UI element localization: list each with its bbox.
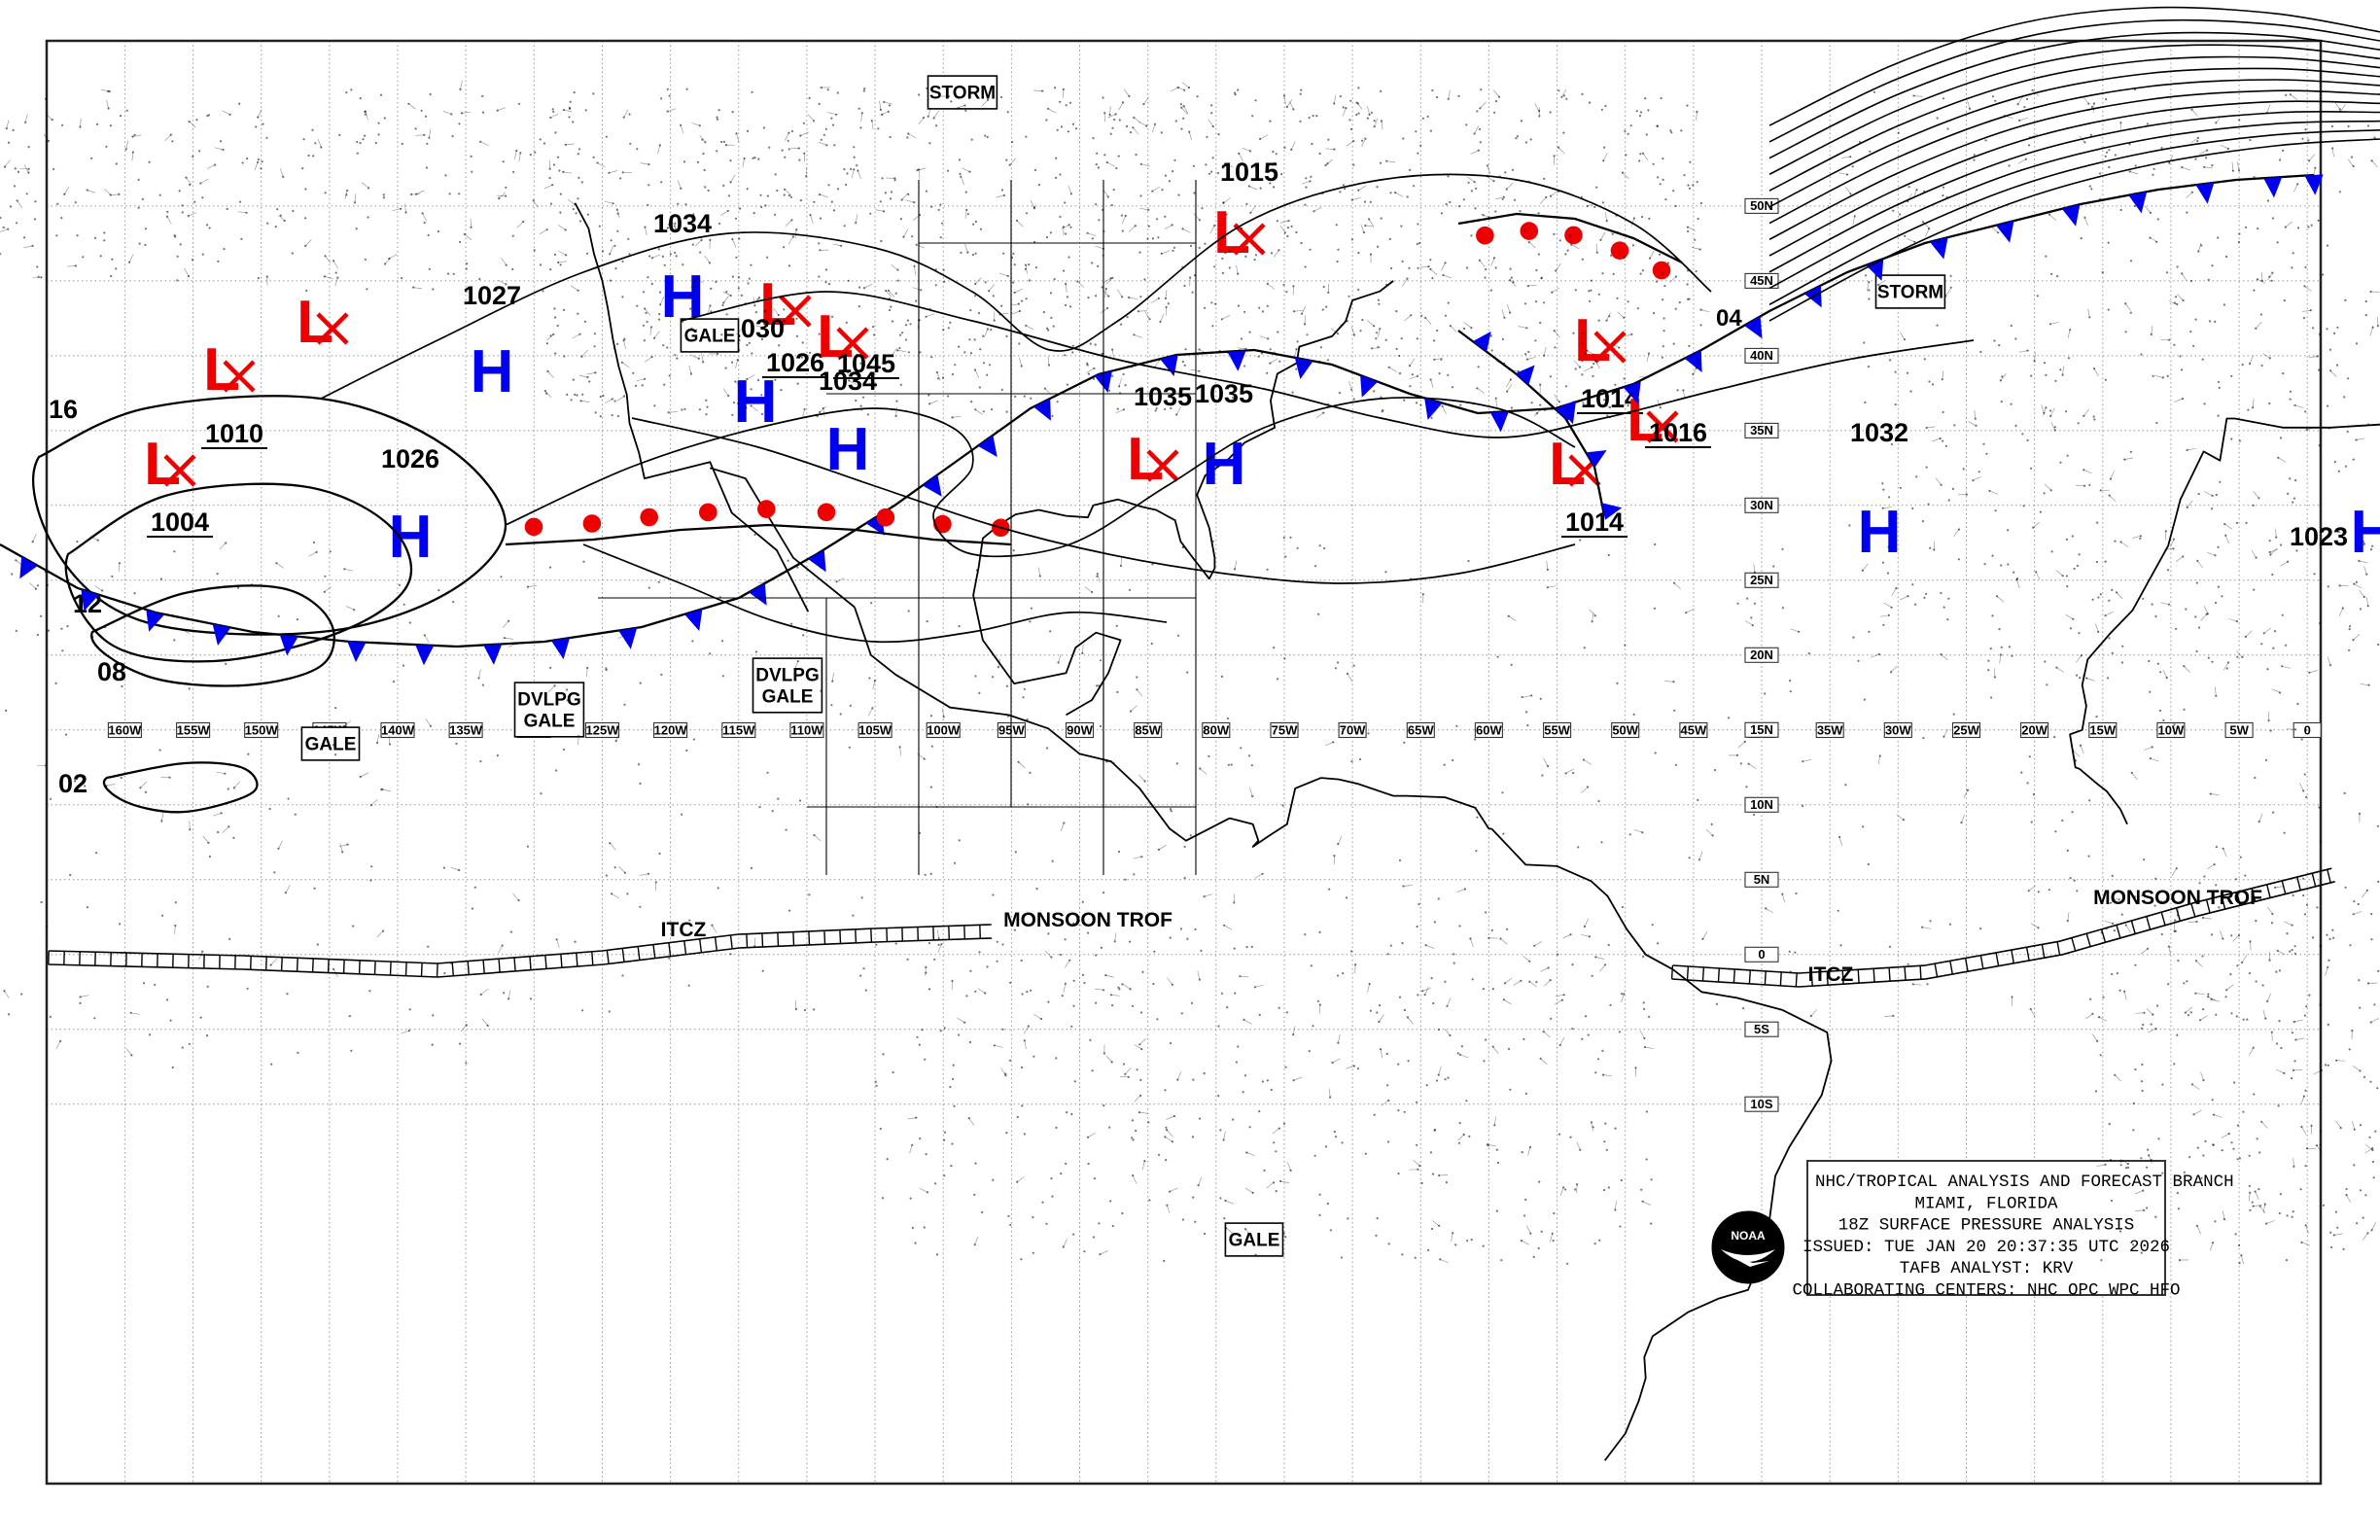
svg-text:MONSOON TROF: MONSOON TROF <box>1003 909 1172 931</box>
svg-text:55W: 55W <box>1544 722 1570 737</box>
svg-text:1026: 1026 <box>381 444 439 473</box>
svg-text:COLLABORATING CENTERS: NHC OPC: COLLABORATING CENTERS: NHC OPC WPC HFO <box>1792 1281 2180 1301</box>
svg-text:120W: 120W <box>654 722 688 737</box>
svg-text:10W: 10W <box>2158 722 2185 737</box>
svg-text:02: 02 <box>58 769 88 798</box>
svg-text:18Z SURFACE PRESSURE ANALYSIS: 18Z SURFACE PRESSURE ANALYSIS <box>1838 1216 2135 1236</box>
svg-text:115W: 115W <box>722 722 755 737</box>
svg-text:1004: 1004 <box>151 508 209 537</box>
svg-text:80W: 80W <box>1203 722 1229 737</box>
svg-text:65W: 65W <box>1408 722 1434 737</box>
svg-text:100W: 100W <box>927 722 961 737</box>
svg-text:95W: 95W <box>998 722 1025 737</box>
svg-text:20W: 20W <box>2021 722 2048 737</box>
svg-text:160W: 160W <box>108 722 142 737</box>
svg-text:60W: 60W <box>1476 722 1502 737</box>
svg-text:5S: 5S <box>1754 1022 1769 1036</box>
svg-text:20N: 20N <box>1750 648 1773 662</box>
svg-text:135W: 135W <box>449 722 483 737</box>
svg-text:1035: 1035 <box>1195 379 1253 408</box>
svg-text:40N: 40N <box>1750 348 1773 363</box>
svg-text:1032: 1032 <box>1850 418 1908 447</box>
svg-text:5N: 5N <box>1754 872 1770 887</box>
svg-text:70W: 70W <box>1340 722 1366 737</box>
svg-text:1034: 1034 <box>653 209 712 238</box>
svg-text:STORM: STORM <box>929 84 996 104</box>
svg-text:50W: 50W <box>1612 722 1638 737</box>
svg-text:16: 16 <box>49 395 78 424</box>
svg-text:35W: 35W <box>1817 722 1843 737</box>
svg-text:GALE: GALE <box>1229 1231 1280 1251</box>
svg-text:STORM: STORM <box>1877 283 1943 303</box>
svg-text:1034: 1034 <box>819 367 877 396</box>
svg-text:GALE: GALE <box>305 735 357 755</box>
svg-text:15W: 15W <box>2089 722 2116 737</box>
svg-text:15N: 15N <box>1750 722 1773 737</box>
svg-text:25W: 25W <box>1953 722 1979 737</box>
svg-text:30N: 30N <box>1750 498 1773 512</box>
svg-text:1027: 1027 <box>463 281 521 310</box>
svg-text:45W: 45W <box>1681 722 1707 737</box>
svg-text:H: H <box>471 338 514 405</box>
svg-text:ISSUED: TUE JAN 20 20:37:35 UT: ISSUED: TUE JAN 20 20:37:35 UTC 2026 <box>1802 1238 2170 1257</box>
svg-text:150W: 150W <box>245 722 279 737</box>
svg-text:NOAA: NOAA <box>1731 1229 1766 1242</box>
svg-text:25N: 25N <box>1750 573 1773 587</box>
svg-text:110W: 110W <box>790 722 823 737</box>
svg-text:H: H <box>1858 499 1902 566</box>
svg-text:GALE: GALE <box>524 712 576 732</box>
svg-text:ITCZ: ITCZ <box>661 919 707 941</box>
svg-text:1023: 1023 <box>2290 522 2348 551</box>
svg-text:TAFB ANALYST: KRV: TAFB ANALYST: KRV <box>1900 1259 2074 1278</box>
svg-text:NHC/TROPICAL ANALYSIS AND FORE: NHC/TROPICAL ANALYSIS AND FORECAST BRANC… <box>1815 1172 2234 1192</box>
svg-text:0: 0 <box>1758 947 1765 962</box>
svg-text:5W: 5W <box>2229 722 2249 737</box>
svg-text:10N: 10N <box>1750 797 1773 812</box>
svg-text:H: H <box>2351 499 2380 566</box>
svg-text:35N: 35N <box>1750 423 1773 438</box>
svg-text:90W: 90W <box>1067 722 1093 737</box>
svg-text:45N: 45N <box>1750 273 1773 288</box>
svg-text:155W: 155W <box>177 722 211 737</box>
svg-text:H: H <box>826 416 870 483</box>
svg-text:85W: 85W <box>1135 722 1161 737</box>
svg-text:105W: 105W <box>858 722 892 737</box>
svg-text:10S: 10S <box>1750 1097 1772 1111</box>
svg-text:140W: 140W <box>381 722 415 737</box>
svg-text:1016: 1016 <box>1649 418 1707 447</box>
svg-text:30W: 30W <box>1885 722 1911 737</box>
svg-text:DVLPG: DVLPG <box>517 690 580 711</box>
svg-text:125W: 125W <box>586 722 620 737</box>
svg-text:DVLPG: DVLPG <box>755 666 819 686</box>
svg-text:1010: 1010 <box>205 419 263 448</box>
svg-text:50N: 50N <box>1750 198 1773 213</box>
svg-text:1035: 1035 <box>1134 382 1192 411</box>
svg-text:MIAMI, FLORIDA: MIAMI, FLORIDA <box>1914 1194 2058 1213</box>
svg-text:08: 08 <box>97 657 126 686</box>
svg-text:H: H <box>1203 431 1246 498</box>
svg-text:GALE: GALE <box>762 687 814 708</box>
svg-text:75W: 75W <box>1272 722 1298 737</box>
svg-text:04: 04 <box>1716 305 1742 332</box>
